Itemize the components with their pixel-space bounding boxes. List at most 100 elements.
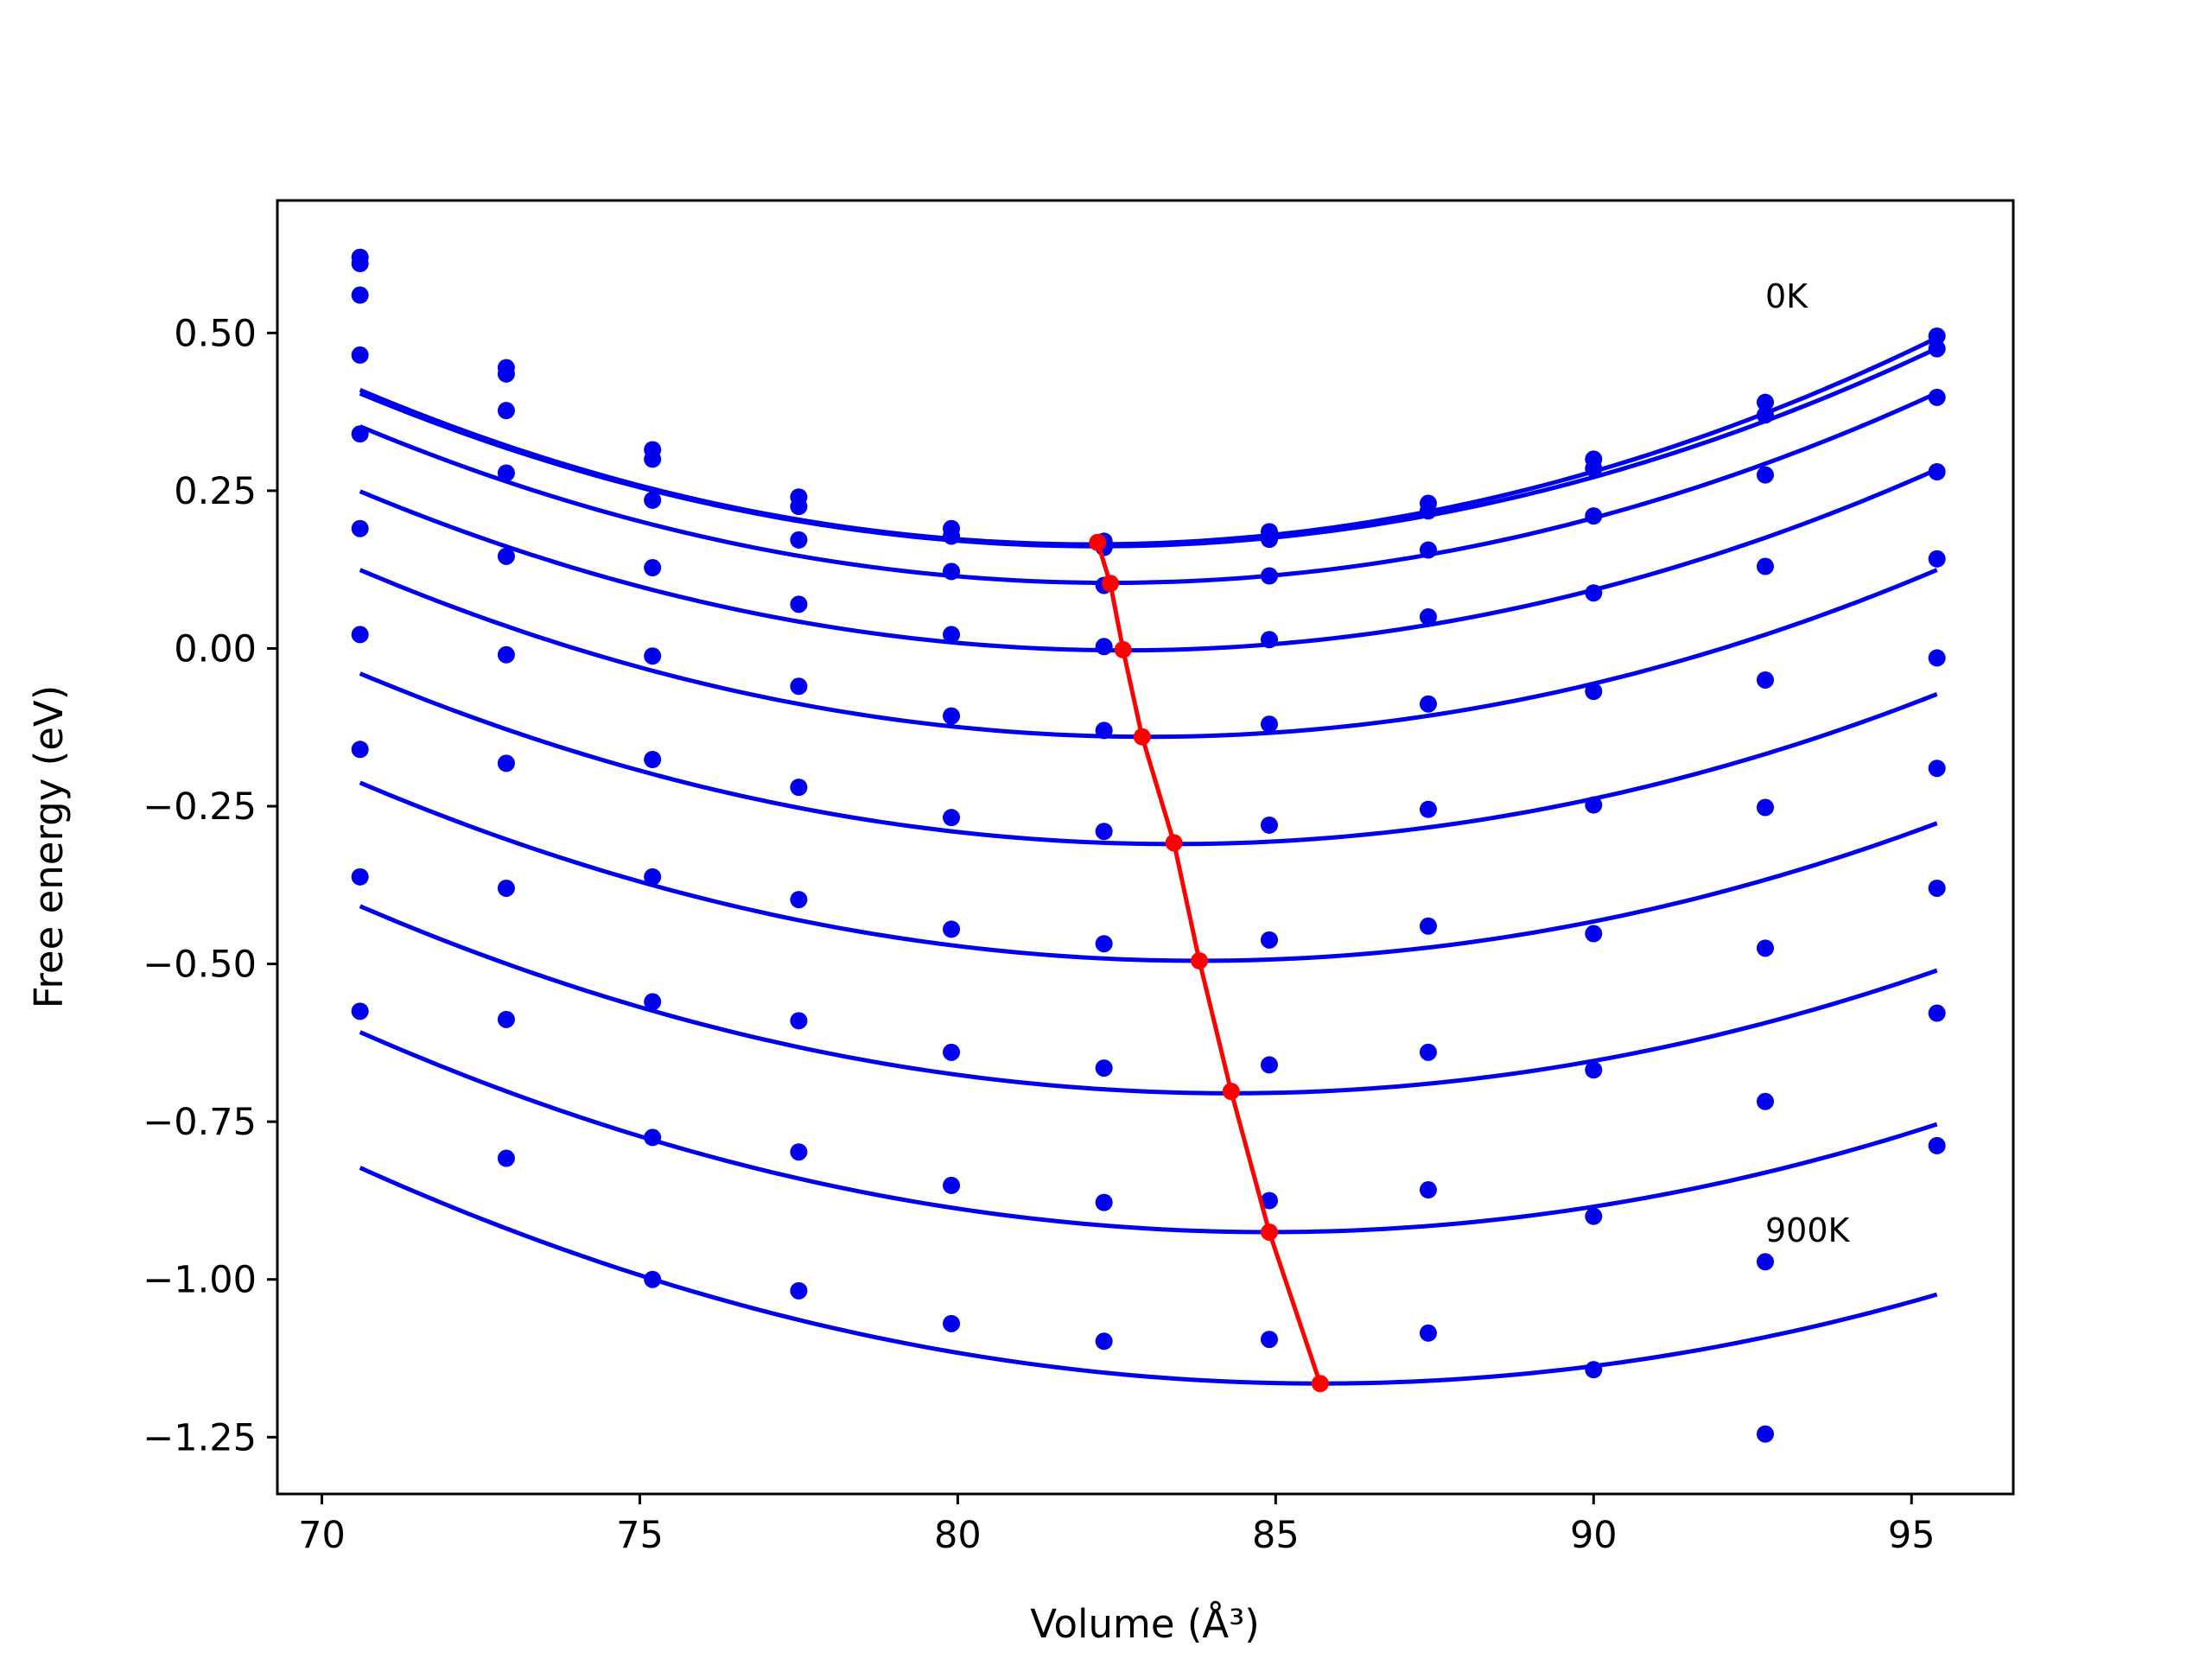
data-point-0-9 — [1757, 393, 1774, 411]
data-point-1-10 — [1928, 340, 1946, 358]
data-point-8-9 — [1757, 1253, 1774, 1271]
y-tick-label: 0.25 — [174, 470, 257, 513]
data-point-3-10 — [1928, 463, 1946, 480]
fit-curve-6 — [359, 780, 1938, 963]
data-point-6-2 — [644, 868, 662, 886]
data-point-9-2 — [644, 1270, 662, 1288]
y-tick-label: 0.50 — [174, 312, 257, 355]
data-point-6-10 — [1928, 760, 1946, 778]
fit-curve-1 — [359, 346, 1938, 549]
data-point-7-9 — [1757, 1092, 1774, 1110]
x-axis: 70 75 80 85 90 95 — [298, 1494, 1936, 1557]
data-point-4-2 — [644, 647, 662, 665]
data-point-3-3 — [790, 595, 808, 613]
data-point-6-9 — [1757, 939, 1774, 957]
data-point-2-8 — [1585, 507, 1603, 525]
data-point-8-6 — [1261, 1192, 1278, 1210]
data-point-5-6 — [1261, 816, 1278, 834]
data-point-4-1 — [497, 547, 515, 565]
data-point-3-2 — [644, 559, 662, 576]
fit-curve-0 — [359, 335, 1938, 547]
data-point-5-8 — [1585, 796, 1603, 814]
x-tick-label: 90 — [1570, 1514, 1618, 1557]
data-point-9-1 — [497, 1149, 515, 1167]
data-point-1-4 — [943, 527, 961, 545]
data-point-5-1 — [497, 645, 515, 664]
x-tick-label: 75 — [616, 1514, 664, 1557]
data-point-5-0 — [351, 519, 369, 537]
data-point-1-7 — [1419, 502, 1437, 520]
data-point-9-6 — [1261, 1331, 1278, 1349]
data-point-3-6 — [1261, 631, 1278, 649]
data-point-6-7 — [1419, 917, 1437, 935]
y-tick-label: −0.75 — [143, 1101, 257, 1144]
data-point-7-10 — [1928, 879, 1946, 897]
minimum-point-2 — [1114, 640, 1132, 658]
data-point-3-5 — [1095, 638, 1113, 656]
data-point-3-7 — [1419, 607, 1437, 626]
data-point-4-10 — [1928, 550, 1946, 568]
data-point-5-9 — [1757, 798, 1774, 817]
plot-content — [351, 248, 1946, 1443]
data-point-8-1 — [497, 1010, 515, 1028]
data-point-6-5 — [1095, 935, 1113, 953]
data-point-9-7 — [1419, 1324, 1437, 1342]
fit-curve-3 — [359, 467, 1938, 653]
data-point-5-4 — [943, 809, 961, 827]
data-point-6-4 — [943, 920, 961, 938]
data-point-8-5 — [1095, 1193, 1113, 1211]
fit-curve-7 — [359, 904, 1938, 1096]
data-point-7-3 — [790, 1012, 808, 1030]
minimum-point-3 — [1133, 728, 1151, 746]
data-point-8-8 — [1585, 1207, 1603, 1225]
data-point-3-1 — [497, 464, 515, 482]
y-axis-label: Free energy (eV) — [26, 685, 72, 1008]
data-point-9-4 — [943, 1314, 961, 1332]
data-point-7-1 — [497, 879, 515, 897]
data-point-1-9 — [1757, 406, 1774, 424]
data-point-1-2 — [644, 450, 662, 468]
fit-curve-4 — [359, 568, 1938, 740]
data-point-4-4 — [943, 707, 961, 725]
data-point-6-6 — [1261, 931, 1278, 949]
minimum-point-0 — [1089, 533, 1107, 551]
data-point-2-0 — [351, 286, 369, 304]
data-point-4-5 — [1095, 721, 1113, 740]
data-point-6-3 — [790, 891, 808, 909]
data-point-2-2 — [644, 491, 662, 509]
data-point-2-10 — [1928, 388, 1946, 406]
data-point-5-5 — [1095, 823, 1113, 841]
data-point-4-7 — [1419, 695, 1437, 713]
data-point-8-10 — [1928, 1004, 1946, 1022]
data-point-9-8 — [1585, 1361, 1603, 1379]
minima-line — [1095, 542, 1323, 1385]
data-point-0-10 — [1928, 327, 1946, 345]
data-point-4-0 — [351, 425, 369, 443]
fit-curve-5 — [359, 671, 1938, 847]
data-point-8-4 — [943, 1176, 961, 1194]
x-tick-label: 95 — [1888, 1514, 1936, 1557]
data-point-2-4 — [943, 563, 961, 581]
minimum-point-7 — [1261, 1223, 1278, 1241]
data-point-1-1 — [497, 365, 515, 383]
plot-area — [351, 248, 1946, 1443]
fit-curve-9 — [359, 1166, 1938, 1386]
y-axis: −1.25 −1.00 −0.75 −0.50 −0.25 0.00 0.25 0.50 — [143, 312, 277, 1459]
x-tick-label: 70 — [298, 1514, 346, 1557]
data-point-6-1 — [497, 754, 515, 772]
data-point-1-3 — [790, 498, 808, 516]
y-tick-label: −1.25 — [143, 1416, 257, 1459]
data-point-1-8 — [1585, 460, 1603, 478]
data-point-2-6 — [1261, 567, 1278, 585]
data-point-7-0 — [351, 741, 369, 759]
data-point-9-9 — [1757, 1425, 1774, 1443]
minimum-point-5 — [1191, 951, 1209, 969]
data-point-8-3 — [790, 1143, 808, 1161]
data-point-8-0 — [351, 868, 369, 886]
data-point-3-0 — [351, 346, 369, 364]
data-point-2-1 — [497, 402, 515, 420]
data-point-3-9 — [1757, 557, 1774, 575]
annotation-0: 0K — [1765, 277, 1808, 315]
data-point-7-7 — [1419, 1043, 1437, 1061]
